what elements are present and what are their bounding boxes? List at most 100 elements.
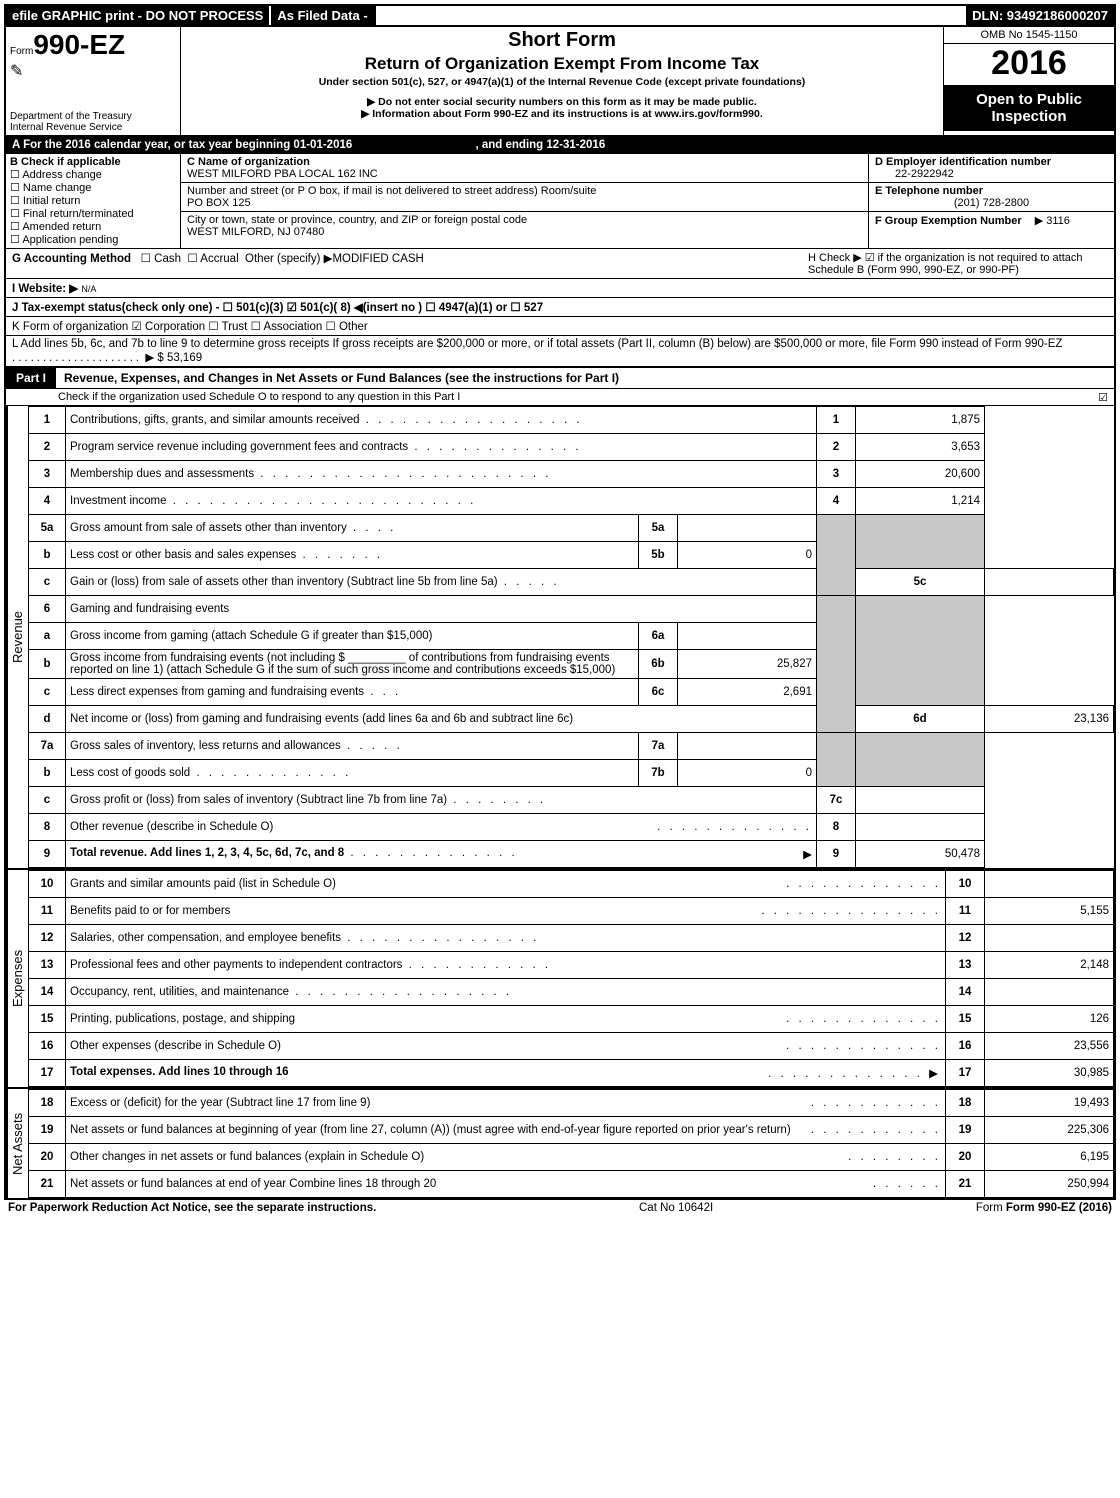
org-city-label: City or town, state or province, country… [187,214,527,226]
expenses-section: Expenses 10Grants and similar amounts pa… [6,868,1114,1087]
expenses-table: 10Grants and similar amounts paid (list … [28,870,1114,1087]
form-container: efile GRAPHIC print - DO NOT PROCESS As … [4,4,1116,1200]
revenue-table: 1Contributions, gifts, grants, and simil… [28,406,1114,868]
grp-value: ▶ 3116 [1025,215,1070,227]
g-label: G Accounting Method [12,253,131,265]
accounting-method: G Accounting Method Cash Accrual Other (… [12,251,808,276]
line-7c: cGross profit or (loss) from sales of in… [29,787,1114,814]
org-city-value: WEST MILFORD, NJ 07480 [187,226,324,238]
section-b-c-d: B Check if applicable Address change Nam… [6,154,1114,249]
row-a-tax-year: A For the 2016 calendar year, or tax yea… [6,137,1114,154]
line-2: 2Program service revenue including gover… [29,434,1114,461]
line-3: 3Membership dues and assessments . . . .… [29,461,1114,488]
other-specify: Other (specify) ▶MODIFIED CASH [245,253,424,265]
instructions-link[interactable]: Information about Form 990-EZ and its in… [185,108,939,120]
ein-value: 22-2922942 [875,168,954,180]
open-to-public-box: Open to Public Inspection [944,85,1114,131]
chk-initial-return[interactable]: Initial return [10,194,176,207]
row-a-end: , and ending 12-31-2016 [475,139,605,151]
side-net-assets: Net Assets [6,1089,28,1198]
line-4: 4Investment income . . . . . . . . . . .… [29,488,1114,515]
page-footer: For Paperwork Reduction Act Notice, see … [4,1200,1116,1216]
line-20: 20Other changes in net assets or fund ba… [29,1144,1114,1171]
side-expenses: Expenses [6,870,28,1087]
line-6: 6Gaming and fundraising events [29,596,1114,623]
line-6d: dNet income or (loss) from gaming and fu… [29,706,1114,733]
org-city-cell: City or town, state or province, country… [181,212,868,240]
form-title: Return of Organization Exempt From Incom… [185,54,939,74]
chk-name-change[interactable]: Name change [10,181,176,194]
footer-cat-no: Cat No 10642I [639,1202,713,1214]
part-i-title: Revenue, Expenses, and Changes in Net As… [56,371,619,385]
net-assets-section: Net Assets 18Excess or (deficit) for the… [6,1087,1114,1198]
net-assets-table: 18Excess or (deficit) for the year (Subt… [28,1089,1114,1198]
org-street-label: Number and street (or P O box, if mail i… [187,185,596,197]
row-l-gross-receipts: L Add lines 5b, 6c, and 7b to line 9 to … [6,336,1114,367]
check-schedule-o: Check if the organization used Schedule … [6,389,1114,406]
org-street-value: PO BOX 125 [187,197,251,209]
efile-notice: efile GRAPHIC print - DO NOT PROCESS [6,6,269,25]
part-i-tab: Part I [6,368,56,388]
line-1: 1Contributions, gifts, grants, and simil… [29,407,1114,434]
as-filed-label: As Filed Data - [269,6,375,25]
footer-left: For Paperwork Reduction Act Notice, see … [8,1202,376,1214]
form-prefix: Form [10,46,33,57]
footer-form-num: Form 990-EZ (2016) [1006,1202,1112,1214]
side-revenue: Revenue [6,406,28,868]
row-g-h: G Accounting Method Cash Accrual Other (… [6,249,1114,279]
chk-address-change[interactable]: Address change [10,168,176,181]
chk-amended-return[interactable]: Amended return [10,220,176,233]
group-exemption-cell: F Group Exemption Number ▶ 3116 [869,212,1114,229]
col-b-checkboxes: B Check if applicable Address change Nam… [6,154,181,248]
org-name-cell: C Name of organization WEST MILFORD PBA … [181,154,868,183]
efile-topbar: efile GRAPHIC print - DO NOT PROCESS As … [6,6,1114,27]
col-d-numbers: D Employer identification number 22-2922… [869,154,1114,248]
topbar-spacer [376,6,966,25]
chk-accrual[interactable]: Accrual [187,253,238,265]
line-5a: 5aGross amount from sale of assets other… [29,515,1114,542]
chk-application-pending[interactable]: Application pending [10,233,176,246]
tel-value: (201) 728-2800 [875,197,1108,209]
form-subtitle: Under section 501(c), 527, or 4947(a)(1)… [185,76,939,88]
row-l-amount: ▶ $ 53,169 [145,352,202,364]
tax-year: 2016 [944,44,1114,83]
ein-label: D Employer identification number [875,156,1051,168]
line-15: 15Printing, publications, postage, and s… [29,1006,1114,1033]
h-schedule-b: H Check ▶ ☑ if the organization is not r… [808,251,1108,276]
form-number: 990-EZ [33,29,125,60]
chk-cash[interactable]: Cash [141,253,181,265]
row-i-website: I Website: ▶ N/A [6,279,1114,298]
form-title-block: Short Form Return of Organization Exempt… [181,27,944,135]
i-value: N/A [81,284,96,294]
line-10: 10Grants and similar amounts paid (list … [29,871,1114,898]
row-j-tax-exempt: J Tax-exempt status(check only one) - ☐ … [6,298,1114,317]
chk-final-return[interactable]: Final return/terminated [10,207,176,220]
ssn-warning: Do not enter social security numbers on … [185,96,939,108]
omb-number: OMB No 1545-1150 [944,27,1114,44]
i-label: I Website: ▶ [12,283,78,295]
revenue-section: Revenue 1Contributions, gifts, grants, a… [6,406,1114,868]
org-name-value: WEST MILFORD PBA LOCAL 162 INC [187,168,378,180]
line-5c: cGain or (loss) from sale of assets othe… [29,569,1114,596]
efile-icon: ✎ [10,61,176,81]
irs-label: Internal Revenue Service [10,122,176,133]
line-14: 14Occupancy, rent, utilities, and mainte… [29,979,1114,1006]
form-header: Form990-EZ ✎ Department of the Treasury … [6,27,1114,137]
line-7a: 7aGross sales of inventory, less returns… [29,733,1114,760]
footer-form-ref: Form Form 990-EZ (2016) [976,1202,1112,1214]
form-id-block: Form990-EZ ✎ Department of the Treasury … [6,27,181,135]
org-name-label: C Name of organization [187,156,310,168]
line-18: 18Excess or (deficit) for the year (Subt… [29,1090,1114,1117]
line-13: 13Professional fees and other payments t… [29,952,1114,979]
col-b-title: B Check if applicable [10,156,176,168]
line-16: 16Other expenses (describe in Schedule O… [29,1033,1114,1060]
header-right-block: OMB No 1545-1150 2016 Open to Public Ins… [944,27,1114,135]
org-street-cell: Number and street (or P O box, if mail i… [181,183,868,212]
part-i-header: Part I Revenue, Expenses, and Changes in… [6,367,1114,389]
ein-cell: D Employer identification number 22-2922… [869,154,1114,183]
dln-label: DLN: 93492186000207 [966,6,1114,25]
col-c-org-info: C Name of organization WEST MILFORD PBA … [181,154,869,248]
line-8: 8Other revenue (describe in Schedule O).… [29,814,1114,841]
short-form-title: Short Form [185,29,939,52]
line-12: 12Salaries, other compensation, and empl… [29,925,1114,952]
